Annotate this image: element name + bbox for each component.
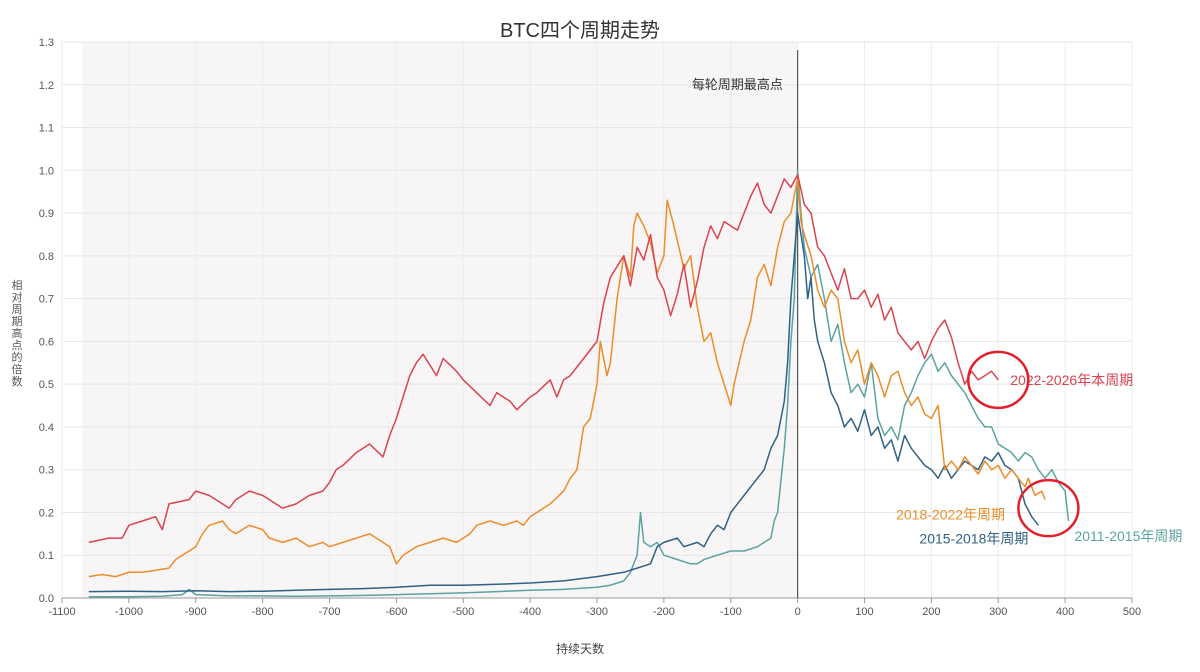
y-tick-label: 1.1 [39, 123, 54, 135]
x-tick-label: -1100 [48, 606, 75, 618]
x-tick-label: 500 [1123, 606, 1141, 618]
x-tick-label: 0 [795, 606, 801, 618]
y-tick-label: 1.0 [39, 165, 54, 177]
x-tick-label: -400 [519, 606, 541, 618]
y-tick-label: 0.5 [39, 379, 54, 391]
x-tick-label: 100 [855, 606, 873, 618]
x-tick-label: -1000 [115, 606, 143, 618]
highlight-circle [967, 350, 1030, 410]
x-axis-label: 持续天数 [555, 642, 604, 656]
x-tick-label: -200 [653, 606, 675, 618]
y-axis-label: 相对周期高点的倍数 [11, 280, 23, 388]
series-line [88, 212, 1039, 593]
y-tick-label: 0.3 [39, 465, 54, 477]
series-label: 2018-2022年周期 [896, 507, 1005, 523]
annotations: 2022-2026年本周期 2018-2022年周期 2015-2018年周期 201… [692, 77, 1182, 546]
annotation-text: 每轮周期最高点 [692, 77, 783, 92]
pre-peak-shading [82, 42, 798, 598]
y-tick-label: 0.7 [39, 294, 54, 306]
y-tick-label: 0.8 [39, 251, 54, 263]
x-tick-label: 400 [1056, 606, 1074, 618]
series-label: 2011-2015年周期 [1074, 528, 1182, 544]
y-tick-label: 0.6 [39, 336, 54, 348]
y-tick-label: 0.2 [39, 507, 54, 519]
y-tick-label: 0.1 [39, 550, 54, 562]
x-tick-label: -600 [385, 606, 407, 618]
axes: 0.0 0.1 0.2 0.3 0.4 0.5 0.6 0.7 0.8 0.9 1.0 1.1 1.2 1… [39, 37, 1141, 618]
x-tick-label: -700 [318, 606, 340, 618]
x-tick-label: -500 [452, 606, 474, 618]
series-group [88, 169, 1070, 598]
chart-title: BTC四个周期走势 [500, 20, 660, 42]
x-tick-label: 200 [922, 606, 940, 618]
x-tick-label: -300 [586, 606, 608, 618]
y-tick-label: 0.4 [39, 422, 54, 434]
series-line [88, 173, 999, 544]
x-tick-label: -900 [185, 606, 207, 618]
x-tick-label: -800 [252, 606, 274, 618]
grid [61, 41, 1133, 599]
shaded-region [82, 42, 798, 598]
x-tick-label: 300 [989, 606, 1007, 618]
y-tick-label: 0.0 [39, 593, 54, 605]
y-tick-label: 1.2 [39, 80, 54, 92]
series-label: 2022-2026年本周期 [1010, 372, 1133, 388]
y-tick-label: 0.9 [39, 208, 54, 220]
x-tick-label: -100 [720, 606, 742, 618]
y-tick-label: 1.3 [39, 37, 54, 49]
series-label: 2015-2018年周期 [919, 530, 1028, 546]
highlight-circle [1017, 478, 1080, 538]
